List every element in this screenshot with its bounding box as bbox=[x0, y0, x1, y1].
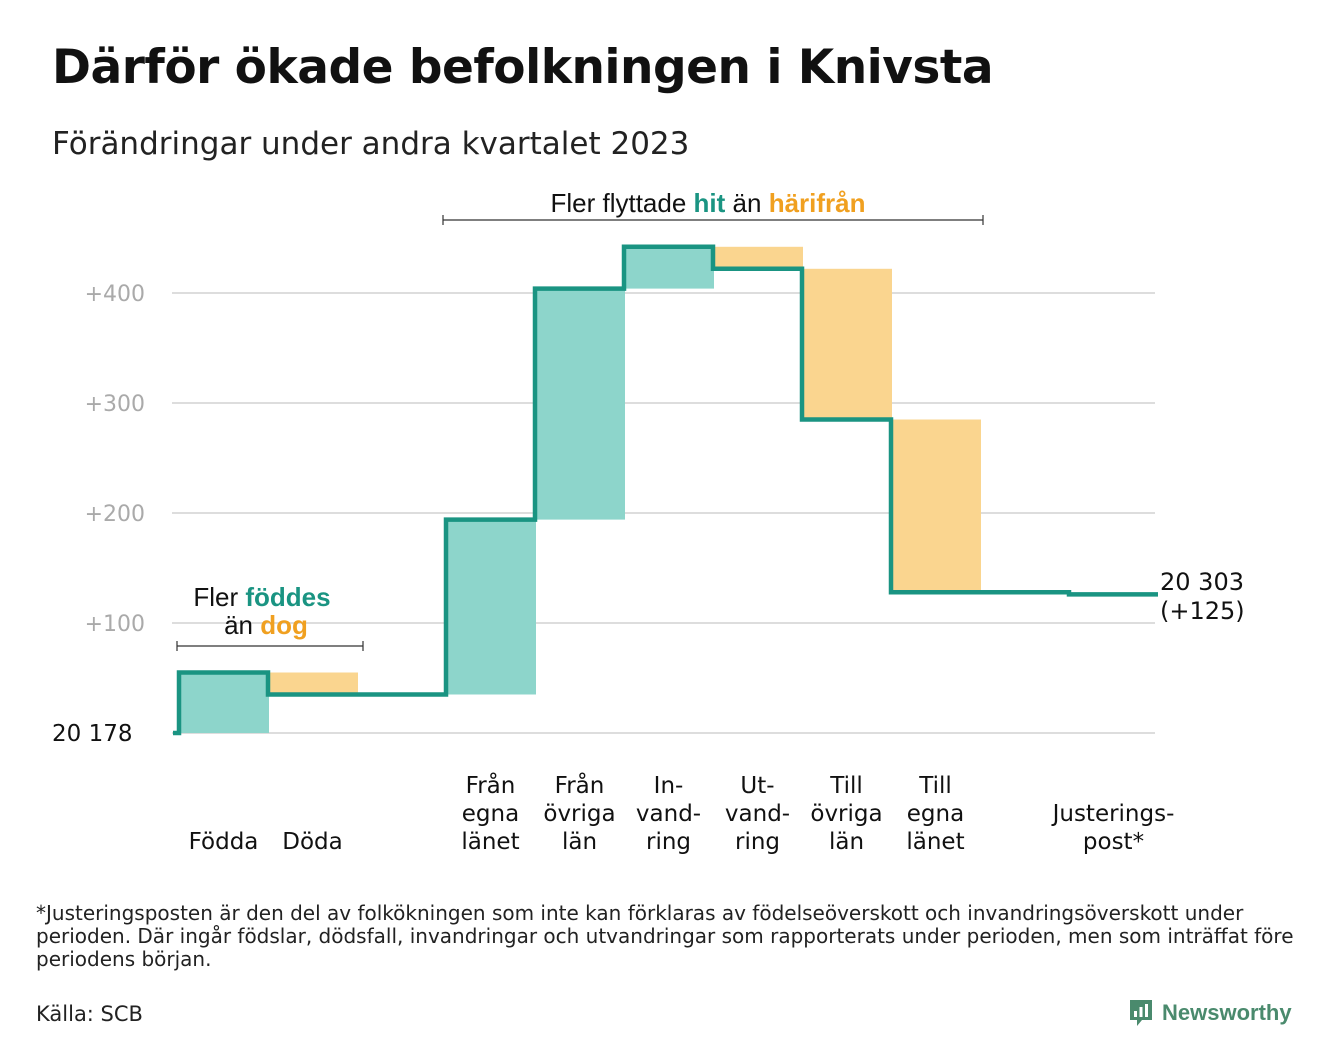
bar-inflow bbox=[535, 288, 625, 520]
y-tick-label: +400 bbox=[85, 282, 145, 307]
newsworthy-icon bbox=[1130, 1000, 1152, 1026]
y-tick-label: +100 bbox=[85, 612, 145, 637]
category-label: Ut- bbox=[740, 773, 774, 799]
bracket-migration bbox=[442, 215, 984, 225]
category-label: övriga bbox=[543, 801, 615, 827]
category-label: Födda bbox=[189, 829, 259, 855]
annotation-birth-death-line1: Fler föddes bbox=[193, 582, 330, 612]
annotation-fler-flyttade: Fler flyttade bbox=[550, 188, 693, 218]
annotation-dog: dog bbox=[260, 610, 308, 640]
category-label: egna bbox=[462, 801, 519, 827]
bar-outflow bbox=[802, 268, 892, 420]
category-label: länet bbox=[461, 829, 519, 855]
category-label: Från bbox=[555, 771, 605, 799]
category-label: länet bbox=[906, 829, 964, 855]
bar-inflow bbox=[446, 519, 536, 695]
start-value-label: 20 178 bbox=[52, 721, 132, 747]
category-label: län bbox=[562, 829, 597, 855]
footnote: *Justeringsposten är den del av folkökni… bbox=[36, 901, 1294, 971]
category-label: Justerings- bbox=[1051, 801, 1175, 827]
bar-inflow bbox=[179, 672, 269, 733]
end-value-label: 20 303 bbox=[1160, 568, 1244, 596]
category-label: vand- bbox=[636, 801, 701, 827]
cumulative-line bbox=[173, 244, 1158, 736]
category-label: övriga bbox=[810, 801, 882, 827]
category-label: ring bbox=[646, 829, 691, 855]
bar-layer bbox=[179, 246, 981, 733]
brand-name: Newsworthy bbox=[1162, 1000, 1292, 1025]
category-label: län bbox=[829, 829, 864, 855]
bracket-birth-death bbox=[176, 641, 364, 651]
category-label: Döda bbox=[282, 829, 342, 855]
chart-title: Därför ökade befolkningen i Knivsta bbox=[52, 40, 994, 95]
bar-outflow bbox=[713, 246, 803, 269]
bar-outflow bbox=[891, 419, 981, 593]
y-tick-label: +300 bbox=[85, 392, 145, 417]
annotation-hit: hit bbox=[694, 188, 726, 218]
category-label: post* bbox=[1083, 829, 1144, 855]
y-tick-label: +200 bbox=[85, 502, 145, 527]
bar-outflow bbox=[268, 672, 358, 695]
annotation-an-2: än bbox=[725, 188, 768, 218]
annotation-fler: Fler bbox=[193, 582, 245, 612]
brand-logo: Newsworthy bbox=[1128, 998, 1292, 1028]
category-label: egna bbox=[907, 801, 964, 827]
category-label: Till bbox=[829, 773, 863, 799]
grid-layer bbox=[172, 292, 1155, 734]
chart-subtitle: Förändringar under andra kvartalet 2023 bbox=[52, 126, 690, 162]
category-label: Från bbox=[466, 771, 516, 799]
category-label: In- bbox=[654, 773, 684, 799]
end-value-label: (+125) bbox=[1160, 597, 1245, 625]
category-label: ring bbox=[735, 829, 780, 855]
annotation-foddes: föddes bbox=[245, 582, 330, 612]
category-label: Till bbox=[918, 773, 952, 799]
annotation-birth-death-line2: än dog bbox=[224, 610, 308, 640]
category-label: vand- bbox=[725, 801, 790, 827]
source: Källa: SCB bbox=[36, 1002, 143, 1026]
annotation-an: än bbox=[224, 610, 260, 640]
line-layer bbox=[173, 244, 1158, 736]
annotation-harifran: härifrån bbox=[769, 188, 866, 218]
annotation-migration: Fler flyttade hit än härifrån bbox=[550, 188, 865, 218]
bar-inflow bbox=[624, 246, 714, 289]
